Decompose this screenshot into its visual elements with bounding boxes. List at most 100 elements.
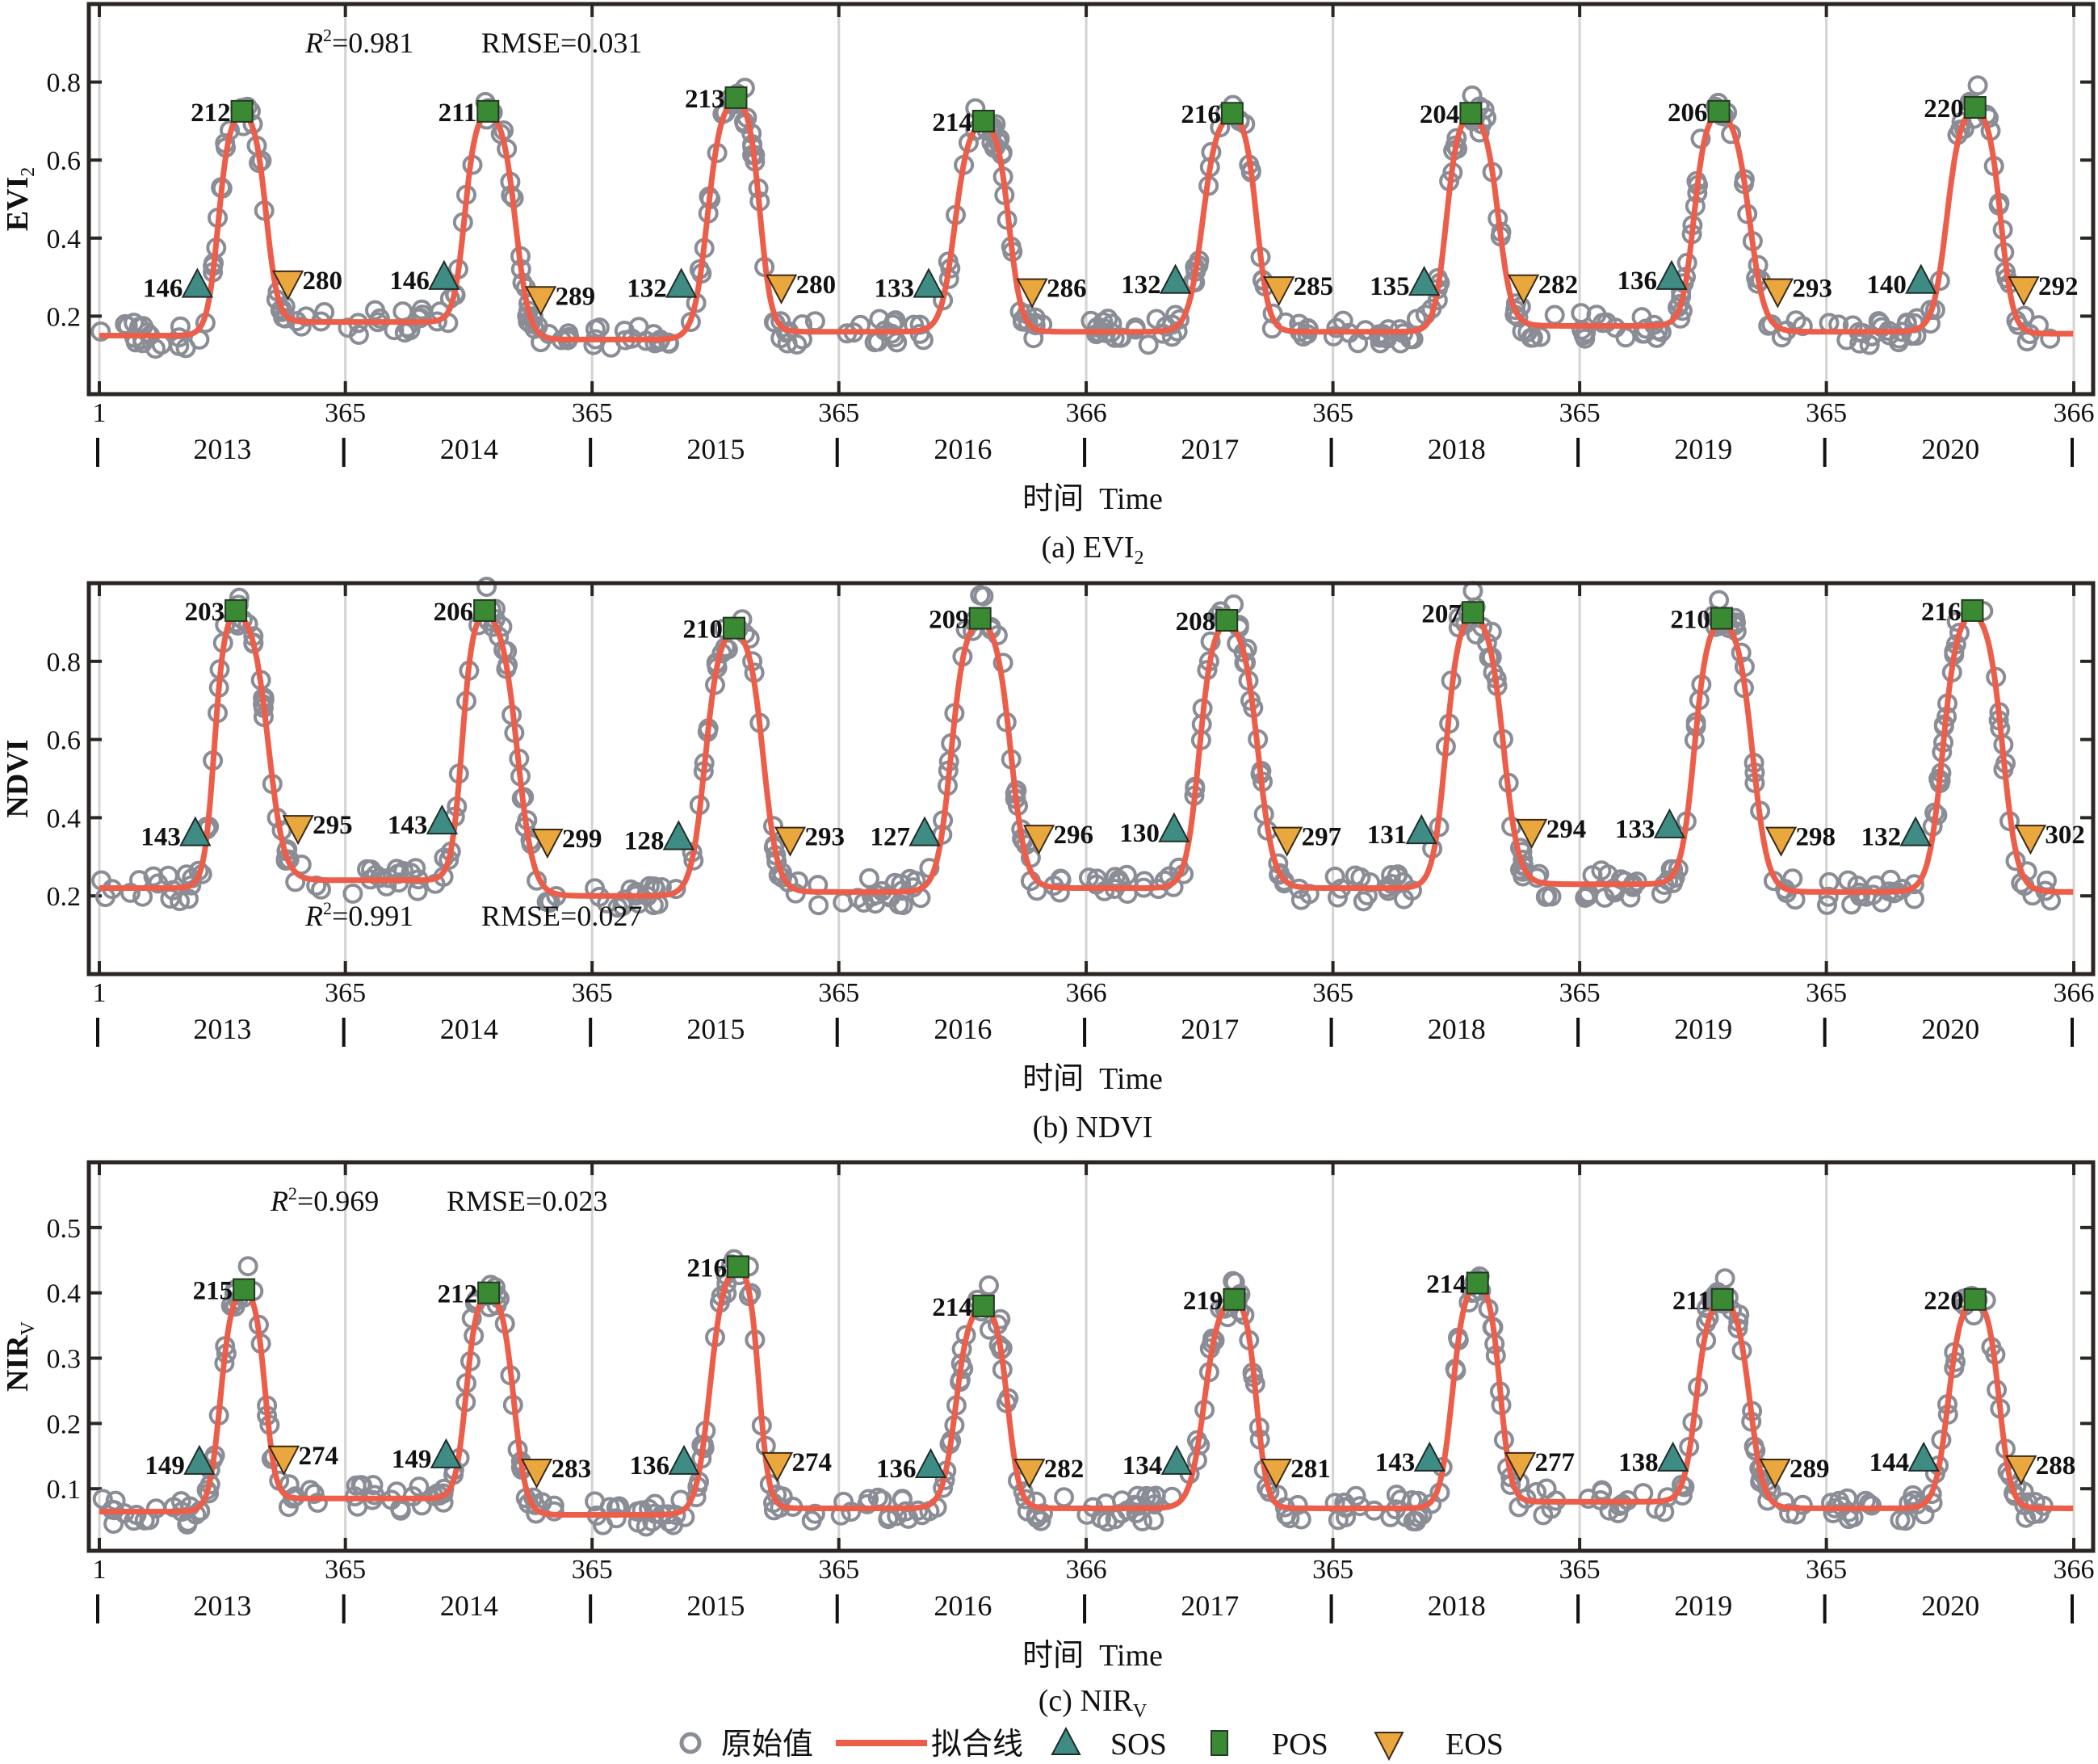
year-label: 2015 [686, 1590, 745, 1622]
raw-point [1880, 869, 1901, 890]
eos-label: 302 [2045, 821, 2085, 850]
x-tick-label: 1 [93, 398, 107, 428]
y-tick-label: 0.8 [47, 648, 82, 678]
raw-point [1620, 887, 1641, 908]
pos-marker [1961, 598, 1984, 622]
legend-sos-icon [1051, 1726, 1081, 1755]
pos-label: 203 [185, 598, 225, 627]
raw-point [665, 879, 686, 900]
eos-label: 297 [1302, 823, 1342, 852]
legend-pos-label: POS [1272, 1728, 1328, 1762]
eos-label: 293 [1792, 275, 1832, 304]
eos-marker [1016, 278, 1048, 309]
pos-marker [1220, 102, 1244, 125]
y-tick-label: 0.5 [47, 1214, 82, 1244]
pos-label: 214 [932, 1293, 972, 1322]
sos-label: 132 [1861, 823, 1902, 852]
x-tick-label: 366 [1066, 398, 1107, 428]
pos-label: 216 [1181, 100, 1221, 129]
x-tick-label: 365 [1806, 398, 1847, 428]
y-tick-label: 0.6 [47, 726, 82, 756]
eos-label: 286 [1047, 275, 1087, 304]
x-tick-label: 365 [1559, 978, 1601, 1008]
eos-label: 299 [562, 825, 602, 854]
raw-points [90, 75, 2061, 359]
fitted-line [98, 609, 2075, 899]
raw-point [1143, 1510, 1164, 1531]
raw-point [979, 1275, 999, 1296]
eos-label: 280 [796, 271, 836, 300]
pos-marker [971, 109, 995, 132]
raw-point [390, 1500, 411, 1521]
sos-label: 146 [389, 267, 430, 296]
year-label: 2019 [1674, 433, 1732, 465]
raw-point [307, 1493, 328, 1513]
x-tick-label: 365 [1312, 398, 1353, 428]
x-tick-label: 365 [1559, 398, 1601, 428]
pos-label: 219 [1183, 1287, 1223, 1316]
eos-marker [520, 1458, 553, 1489]
raw-point [90, 321, 111, 342]
raw-point [970, 585, 991, 606]
year-label: 2018 [1428, 433, 1486, 465]
pos-marker [230, 99, 254, 123]
eos-label: 293 [804, 823, 845, 852]
eos-label: 289 [1790, 1455, 1830, 1484]
x-tick-label: 366 [2054, 398, 2095, 428]
pos-label: 211 [438, 99, 477, 128]
x-tick-label: 365 [818, 398, 859, 428]
pos-marker [233, 1278, 256, 1301]
raw-point [1858, 1493, 1879, 1514]
pos-label: 204 [1420, 100, 1460, 129]
x-tick-label: 365 [572, 398, 613, 428]
x-axis-title: 时间 Time [1022, 482, 1163, 516]
year-label: 2020 [1921, 1590, 1979, 1622]
raw-point [606, 1508, 627, 1529]
sos-marker [1656, 1441, 1689, 1472]
y-axis-title: NDVI [1, 739, 35, 817]
raw-point [771, 862, 792, 883]
sos-marker [665, 267, 698, 298]
x-tick-label: 365 [1312, 1555, 1353, 1585]
eos-marker [765, 274, 798, 304]
raw-point [1837, 870, 1858, 891]
sos-label: 132 [1121, 271, 1161, 300]
eos-label: 274 [299, 1442, 339, 1471]
eos-label: 295 [313, 811, 353, 840]
year-label: 2013 [193, 1590, 251, 1622]
year-label: 2016 [934, 1013, 992, 1045]
raw-points [91, 577, 2061, 918]
sos-label: 127 [871, 823, 911, 852]
sos-label: 149 [392, 1445, 432, 1474]
pos-label: 215 [193, 1277, 233, 1306]
rmse-annotation: RMSE=0.027 [481, 900, 642, 932]
eos-marker [524, 286, 557, 317]
y-tick-label: 0.4 [47, 1279, 82, 1309]
eos-label: 280 [303, 267, 343, 296]
raw-point [1138, 334, 1159, 355]
x-tick-label: 365 [325, 398, 366, 428]
raw-point [145, 1498, 166, 1519]
x-tick-label: 365 [1806, 1555, 1847, 1585]
x-tick-label: 365 [818, 1555, 859, 1585]
raw-point [1127, 1485, 1148, 1506]
year-label: 2014 [440, 1013, 498, 1045]
raw-point [405, 858, 426, 879]
sos-marker [913, 267, 945, 298]
eos-label: 285 [1294, 272, 1334, 301]
eos-label: 281 [1290, 1455, 1331, 1484]
pos-label: 208 [1176, 607, 1216, 636]
plot-frame [86, 2, 2096, 397]
pos-label: 210 [1670, 606, 1710, 635]
sos-label: 136 [630, 1451, 670, 1480]
year-label: 2015 [686, 433, 745, 465]
sos-label: 132 [627, 275, 667, 304]
x-tick-label: 1 [93, 978, 107, 1008]
year-label: 2014 [440, 433, 498, 465]
pos-label: 216 [687, 1254, 728, 1283]
raw-point [1841, 894, 1862, 915]
legend-eos-icon [1374, 1732, 1404, 1762]
r2-annotation: R2=0.969 [270, 1183, 379, 1217]
eos-label: 282 [1044, 1455, 1085, 1484]
sos-label: 144 [1869, 1448, 1910, 1477]
